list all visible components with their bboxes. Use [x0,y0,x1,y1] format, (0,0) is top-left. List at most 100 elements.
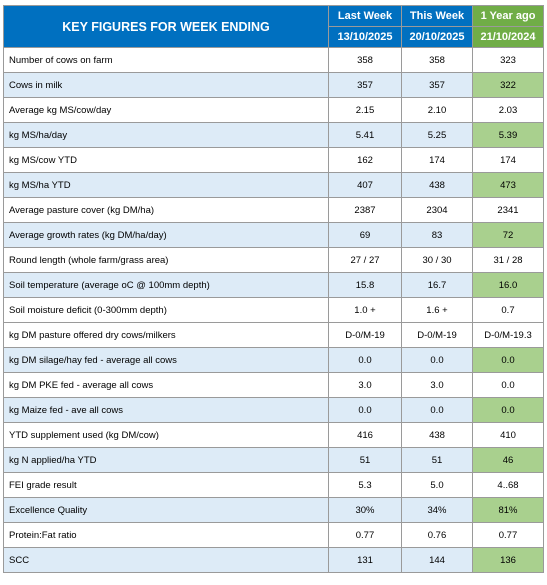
col-header-last-week: Last Week [328,5,402,27]
table-row: Soil moisture deficit (0-300mm depth) 1.… [3,297,544,323]
row-label: Cows in milk [3,72,329,98]
date-last-week: 13/10/2025 [328,26,402,48]
row-label: YTD supplement used (kg DM/cow) [3,422,329,448]
cell-last-week: 5.41 [328,122,402,148]
cell-year-ago: 2.03 [472,97,544,123]
cell-this-week: 30 / 30 [401,247,473,273]
row-label: SCC [3,547,329,573]
cell-this-week: 0.0 [401,347,473,373]
cell-this-week: 438 [401,172,473,198]
table-row: Protein:Fat ratio 0.77 0.76 0.77 [3,522,544,548]
cell-this-week: 83 [401,222,473,248]
cell-last-week: 0.0 [328,397,402,423]
row-label: FEI grade result [3,472,329,498]
cell-this-week: 144 [401,547,473,573]
table-row: kg MS/ha/day 5.41 5.25 5.39 [3,122,544,148]
row-label: kg MS/cow YTD [3,147,329,173]
key-figures-table: KEY FIGURES FOR WEEK ENDING Last Week Th… [3,5,544,573]
row-label: kg Maize fed - ave all cows [3,397,329,423]
cell-last-week: 162 [328,147,402,173]
cell-this-week: 174 [401,147,473,173]
cell-this-week: 0.76 [401,522,473,548]
cell-year-ago: 174 [472,147,544,173]
table-row: Average kg MS/cow/day 2.15 2.10 2.03 [3,97,544,123]
row-label: Average pasture cover (kg DM/ha) [3,197,329,223]
row-label: Number of cows on farm [3,47,329,73]
row-label: Average kg MS/cow/day [3,97,329,123]
cell-last-week: 407 [328,172,402,198]
row-label: kg MS/ha YTD [3,172,329,198]
cell-this-week: 16.7 [401,272,473,298]
header-row-labels: KEY FIGURES FOR WEEK ENDING Last Week Th… [3,5,544,48]
cell-year-ago: 0.0 [472,397,544,423]
cell-this-week: 358 [401,47,473,73]
cell-last-week: 27 / 27 [328,247,402,273]
cell-this-week: 3.0 [401,372,473,398]
table-row: kg MS/ha YTD 407 438 473 [3,172,544,198]
cell-year-ago: 5.39 [472,122,544,148]
date-this-week: 20/10/2025 [401,26,473,48]
row-label: kg MS/ha/day [3,122,329,148]
cell-last-week: 30% [328,497,402,523]
row-label: kg DM pasture offered dry cows/milkers [3,322,329,348]
row-label: Soil moisture deficit (0-300mm depth) [3,297,329,323]
cell-last-week: 15.8 [328,272,402,298]
cell-last-week: 0.0 [328,347,402,373]
table-row: Soil temperature (average oC @ 100mm dep… [3,272,544,298]
table-row: kg N applied/ha YTD 51 51 46 [3,447,544,473]
table-row: kg DM pasture offered dry cows/milkers D… [3,322,544,348]
row-label: Soil temperature (average oC @ 100mm dep… [3,272,329,298]
cell-last-week: 0.77 [328,522,402,548]
row-label: Round length (whole farm/grass area) [3,247,329,273]
cell-year-ago: 4..68 [472,472,544,498]
cell-last-week: 1.0 + [328,297,402,323]
cell-year-ago: 0.0 [472,347,544,373]
cell-year-ago: 323 [472,47,544,73]
cell-year-ago: 0.7 [472,297,544,323]
col-header-year-ago: 1 Year ago [472,5,544,27]
table-row: kg Maize fed - ave all cows 0.0 0.0 0.0 [3,397,544,423]
cell-year-ago: 2341 [472,197,544,223]
cell-year-ago: 0.77 [472,522,544,548]
table-row: kg DM PKE fed - average all cows 3.0 3.0… [3,372,544,398]
cell-last-week: 2.15 [328,97,402,123]
cell-this-week: D-0/M-19 [401,322,473,348]
row-label: kg DM PKE fed - average all cows [3,372,329,398]
row-label: kg DM silage/hay fed - average all cows [3,347,329,373]
table-row: kg MS/cow YTD 162 174 174 [3,147,544,173]
table-row: Round length (whole farm/grass area) 27 … [3,247,544,273]
cell-last-week: 51 [328,447,402,473]
cell-this-week: 51 [401,447,473,473]
cell-last-week: 416 [328,422,402,448]
cell-year-ago: 136 [472,547,544,573]
table-row: Average growth rates (kg DM/ha/day) 69 8… [3,222,544,248]
key-figures-panel: KEY FIGURES FOR WEEK ENDING Last Week Th… [3,5,544,573]
cell-year-ago: 322 [472,72,544,98]
cell-this-week: 357 [401,72,473,98]
cell-last-week: 69 [328,222,402,248]
cell-last-week: D-0/M-19 [328,322,402,348]
cell-year-ago: 410 [472,422,544,448]
cell-year-ago: 31 / 28 [472,247,544,273]
cell-last-week: 358 [328,47,402,73]
cell-last-week: 5.3 [328,472,402,498]
table-row: Excellence Quality 30% 34% 81% [3,497,544,523]
cell-this-week: 2304 [401,197,473,223]
cell-this-week: 438 [401,422,473,448]
cell-this-week: 0.0 [401,397,473,423]
header-row-dates: 13/10/2025 20/10/2025 21/10/2024 [4,26,544,48]
cell-this-week: 5.0 [401,472,473,498]
table-row: FEI grade result 5.3 5.0 4..68 [3,472,544,498]
table-row: SCC 131 144 136 [3,547,544,573]
row-label: Average growth rates (kg DM/ha/day) [3,222,329,248]
table-row: Number of cows on farm 358 358 323 [3,47,544,73]
col-header-this-week: This Week [401,5,473,27]
table-title: KEY FIGURES FOR WEEK ENDING [3,5,329,48]
cell-year-ago: 16.0 [472,272,544,298]
cell-last-week: 2387 [328,197,402,223]
row-label: kg N applied/ha YTD [3,447,329,473]
cell-last-week: 131 [328,547,402,573]
cell-this-week: 1.6 + [401,297,473,323]
table-row: kg DM silage/hay fed - average all cows … [3,347,544,373]
table-row: YTD supplement used (kg DM/cow) 416 438 … [3,422,544,448]
